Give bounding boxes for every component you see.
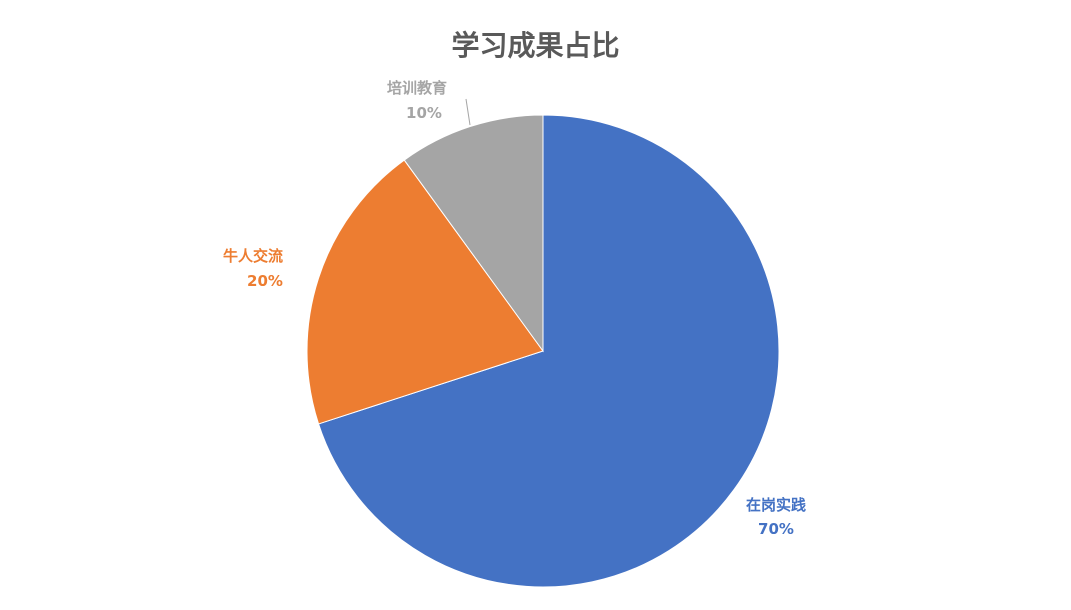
- leader-line: [465, 98, 471, 126]
- slice-value-label: 70%: [758, 520, 794, 538]
- pie-slice-2: [306, 159, 544, 425]
- pie-slice-1: [317, 114, 780, 588]
- slice-value-label: 10%: [406, 104, 442, 122]
- slice-value-label: 20%: [247, 272, 283, 290]
- slice-label: 在岗实践: [746, 496, 806, 514]
- slice-label: 培训教育: [387, 79, 447, 97]
- slice-label: 牛人交流: [223, 247, 283, 265]
- chart-title: 学习成果占比: [451, 29, 620, 62]
- pie-slice-3: [403, 114, 544, 353]
